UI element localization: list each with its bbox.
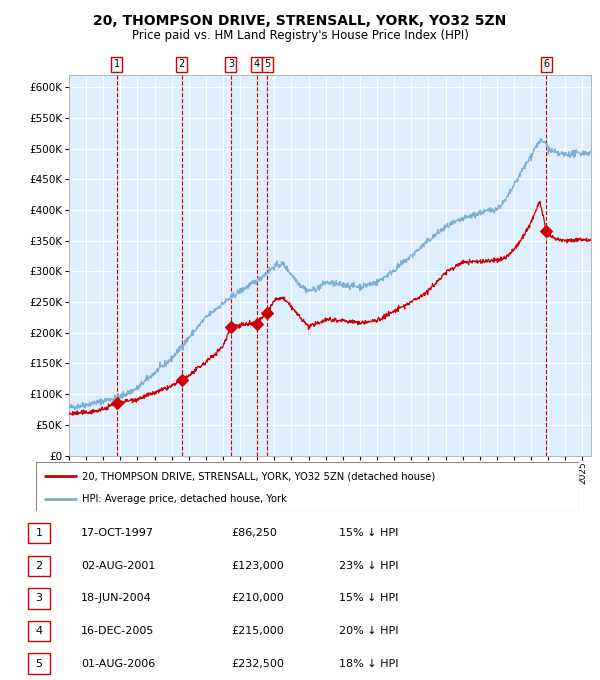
- Text: 01-AUG-2006: 01-AUG-2006: [81, 659, 155, 668]
- Text: 2: 2: [35, 561, 43, 571]
- Point: [112, 397, 122, 408]
- Text: 23% ↓ HPI: 23% ↓ HPI: [339, 561, 398, 571]
- Text: 5: 5: [35, 659, 43, 668]
- Point: [542, 226, 551, 237]
- Text: Price paid vs. HM Land Registry's House Price Index (HPI): Price paid vs. HM Land Registry's House …: [131, 29, 469, 41]
- Text: 18% ↓ HPI: 18% ↓ HPI: [339, 659, 398, 668]
- Text: 2: 2: [178, 59, 185, 69]
- Text: HPI: Average price, detached house, York: HPI: Average price, detached house, York: [82, 494, 287, 504]
- Point: [262, 307, 272, 318]
- Text: 4: 4: [254, 59, 260, 69]
- Point: [226, 321, 236, 332]
- Text: 1: 1: [113, 59, 120, 69]
- Point: [177, 375, 187, 386]
- Text: 18-JUN-2004: 18-JUN-2004: [81, 594, 152, 603]
- Text: 17-OCT-1997: 17-OCT-1997: [81, 528, 154, 538]
- Text: 15% ↓ HPI: 15% ↓ HPI: [339, 594, 398, 603]
- Text: £123,000: £123,000: [231, 561, 284, 571]
- Text: 20% ↓ HPI: 20% ↓ HPI: [339, 626, 398, 636]
- Text: £232,500: £232,500: [231, 659, 284, 668]
- Text: 4: 4: [35, 626, 43, 636]
- Text: 3: 3: [228, 59, 234, 69]
- Text: 5: 5: [264, 59, 271, 69]
- Text: £210,000: £210,000: [231, 594, 284, 603]
- Text: £86,250: £86,250: [231, 528, 277, 538]
- Text: 16-DEC-2005: 16-DEC-2005: [81, 626, 154, 636]
- Text: £215,000: £215,000: [231, 626, 284, 636]
- Text: 6: 6: [543, 59, 550, 69]
- Text: 3: 3: [35, 594, 43, 603]
- Text: 15% ↓ HPI: 15% ↓ HPI: [339, 528, 398, 538]
- Text: 20, THOMPSON DRIVE, STRENSALL, YORK, YO32 5ZN: 20, THOMPSON DRIVE, STRENSALL, YORK, YO3…: [94, 14, 506, 28]
- Point: [252, 318, 262, 329]
- Text: 20, THOMPSON DRIVE, STRENSALL, YORK, YO32 5ZN (detached house): 20, THOMPSON DRIVE, STRENSALL, YORK, YO3…: [82, 471, 436, 481]
- Text: 02-AUG-2001: 02-AUG-2001: [81, 561, 155, 571]
- Text: 1: 1: [35, 528, 43, 538]
